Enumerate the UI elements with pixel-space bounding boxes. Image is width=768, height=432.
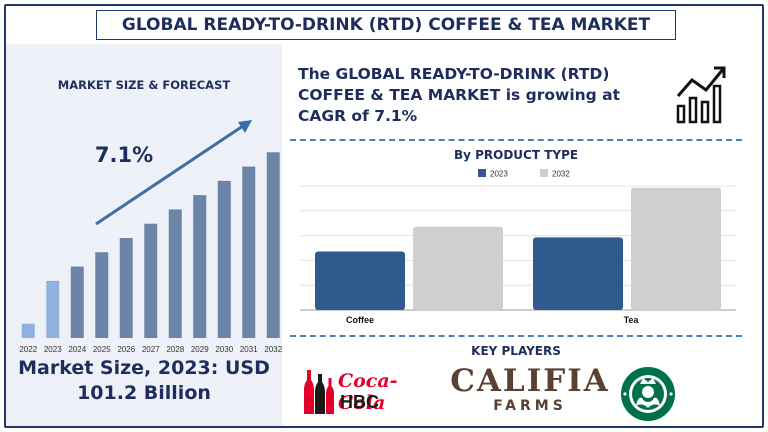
hbc-wordmark: HBC	[340, 392, 379, 412]
market-forecast-panel: MARKET SIZE & FORECAST 2022 2023 2024 2025 2…	[6, 44, 282, 426]
legend-swatch	[478, 169, 486, 177]
product-type-heading: By PRODUCT TYPE	[453, 148, 579, 162]
product-bar	[631, 187, 721, 310]
trend-arrow-head	[238, 120, 252, 133]
forecast-bar	[144, 223, 158, 338]
forecast-x-tick: 2025	[93, 345, 111, 354]
legend-swatch	[540, 169, 548, 177]
forecast-x-tick: 2024	[68, 345, 86, 354]
forecast-x-tick: 2023	[44, 345, 62, 354]
product-bar	[533, 237, 623, 310]
cagr-headline: The GLOBAL READY-TO-DRINK (RTD) COFFEE &…	[298, 65, 621, 125]
forecast-bar	[46, 280, 60, 338]
legend-label: 2023	[490, 170, 508, 179]
page-title: GLOBAL READY-TO-DRINK (RTD) COFFEE & TEA…	[96, 10, 676, 40]
forecast-x-tick: 2026	[117, 345, 135, 354]
forecast-bar	[242, 166, 256, 338]
coca-cola-hbc-logo: Coca-Cola HBC	[300, 366, 440, 416]
forecast-bar	[119, 238, 133, 338]
product-bar	[413, 226, 503, 310]
outer-frame	[4, 4, 764, 428]
forecast-bar	[266, 152, 280, 338]
trend-arrow-line	[95, 124, 245, 226]
forecast-x-tick: 2032	[264, 345, 282, 354]
market-size-text: Market Size, 2023: USD 101.2 Billion	[6, 356, 282, 406]
growth-chart-icon	[676, 66, 726, 124]
forecast-x-tick: 2027	[142, 345, 160, 354]
product-bar	[315, 251, 405, 310]
legend-label: 2032	[552, 170, 570, 179]
forecast-x-tick: 2028	[166, 345, 184, 354]
forecast-heading: MARKET SIZE & FORECAST	[57, 78, 231, 92]
cagr-annotation: 7.1%	[95, 143, 153, 167]
forecast-x-tick: 2029	[191, 345, 209, 354]
califia-wordmark: CALIFIA	[450, 363, 610, 399]
product-x-tick: Tea	[624, 315, 640, 325]
section-divider	[290, 139, 742, 141]
market-forecast-chart: 2022 2023 2024 2025 2026 2027 2028 2029 2030 2031…	[19, 120, 282, 354]
section-divider	[290, 335, 742, 337]
bottles-icon	[304, 370, 334, 414]
starbucks-siren-logo	[621, 367, 675, 421]
forecast-x-tick: 2030	[215, 345, 233, 354]
forecast-bar	[168, 209, 182, 338]
coca-cola-wordmark: Coca-Cola	[338, 370, 398, 414]
product-x-tick: Coffee	[346, 315, 374, 325]
forecast-bar	[193, 195, 207, 338]
forecast-bar	[217, 180, 231, 338]
farms-wordmark: FARMS	[493, 398, 567, 414]
forecast-bar	[95, 252, 109, 338]
market-size-line2: 101.2 Billion	[77, 382, 211, 404]
market-size-line1: Market Size, 2023: USD	[18, 357, 270, 379]
califia-farms-logo: CALIFIA FARMS	[450, 364, 610, 420]
forecast-bar	[21, 323, 35, 338]
product-type-chart: 2023 2032 Coffee Tea	[300, 169, 736, 325]
forecast-x-tick: 2022	[19, 345, 37, 354]
forecast-bar	[70, 266, 84, 338]
key-players-heading: KEY PLAYERS	[471, 344, 561, 358]
forecast-x-tick: 2031	[240, 345, 258, 354]
